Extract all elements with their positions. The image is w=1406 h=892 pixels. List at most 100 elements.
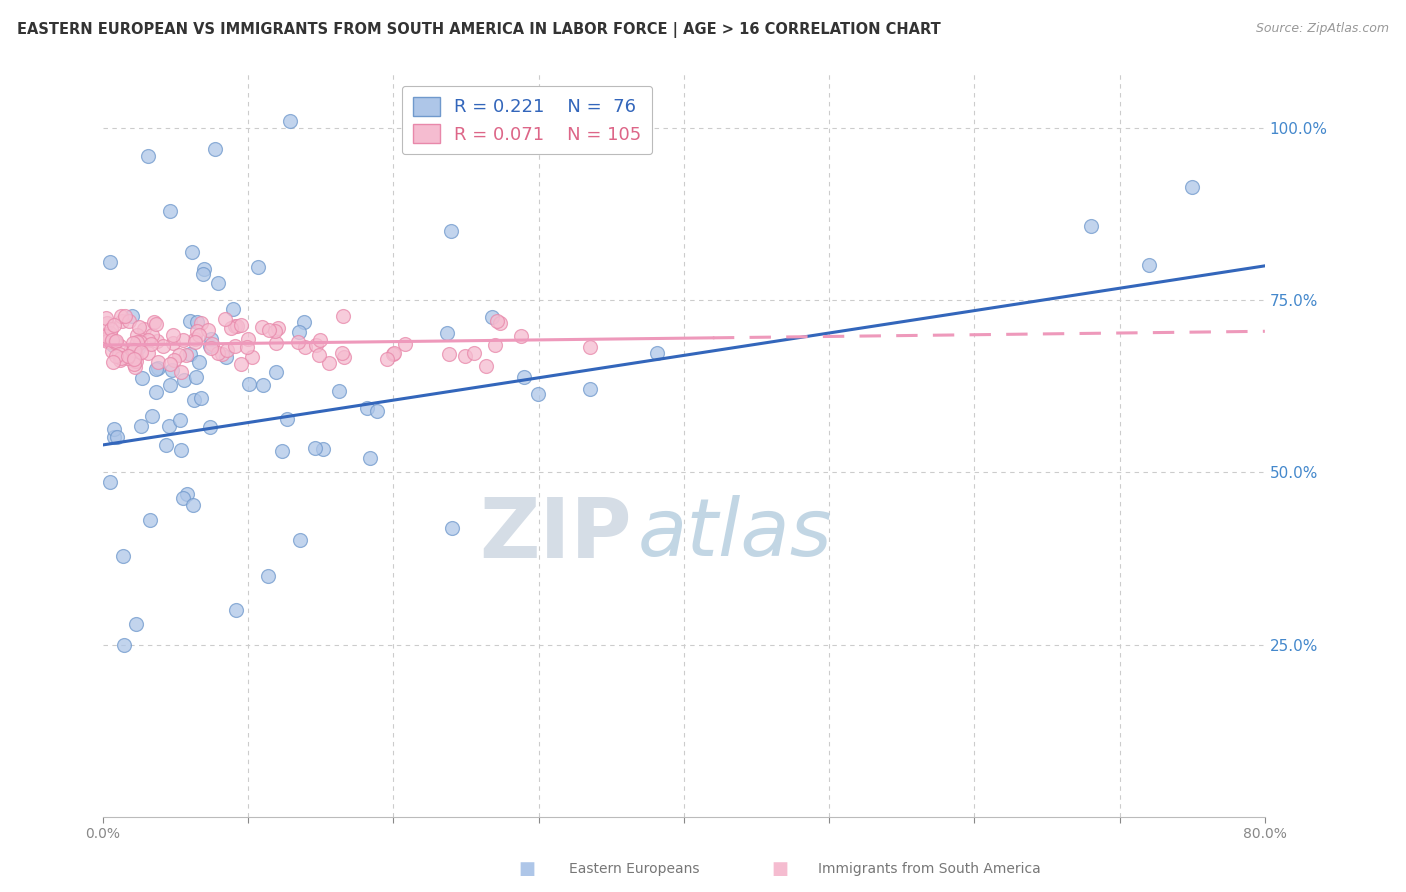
Point [375, 351, 398, 366]
Point [186, 315, 208, 329]
Point [105, 430, 128, 444]
Point [224, 338, 246, 352]
Point [200, 339, 222, 353]
Point [257, 322, 280, 336]
Point [125, 617, 148, 632]
Point [437, 347, 460, 361]
Point [276, 411, 298, 425]
Point [318, 356, 340, 370]
Point [193, 261, 215, 276]
Point [257, 569, 280, 583]
Point [138, 513, 160, 527]
Point [1137, 258, 1160, 272]
Point [263, 324, 285, 338]
Point [110, 351, 132, 366]
Point [215, 350, 238, 364]
Point [145, 385, 167, 400]
Point [129, 419, 152, 434]
Point [481, 310, 503, 325]
Point [112, 638, 135, 652]
Point [294, 340, 316, 354]
Point [184, 335, 207, 350]
Point [127, 341, 149, 355]
Point [200, 332, 222, 346]
Point [110, 309, 132, 323]
Point [181, 498, 204, 512]
Point [163, 353, 186, 368]
Point [1181, 180, 1204, 194]
Point [148, 355, 170, 369]
Point [190, 391, 212, 405]
Point [124, 353, 146, 368]
Point [108, 339, 131, 353]
Point [124, 359, 146, 374]
Point [579, 340, 602, 354]
Point [167, 347, 190, 361]
Point [136, 148, 159, 162]
Point [436, 326, 458, 341]
Point [211, 347, 233, 361]
Point [309, 333, 332, 347]
Point [100, 333, 122, 347]
Point [288, 326, 311, 340]
Point [157, 418, 180, 433]
Point [308, 348, 330, 362]
Point [181, 245, 204, 260]
Point [125, 349, 148, 363]
Point [224, 319, 246, 334]
Point [201, 337, 224, 351]
Point [132, 322, 155, 336]
Point [155, 438, 177, 452]
Point [489, 316, 512, 330]
Point [1080, 219, 1102, 234]
Point [101, 344, 124, 359]
Point [221, 321, 243, 335]
Point [236, 332, 259, 346]
Point [222, 301, 245, 316]
Point [121, 336, 143, 351]
Point [146, 334, 169, 348]
Point [141, 409, 163, 423]
Point [128, 319, 150, 334]
Point [356, 401, 378, 416]
Point [294, 315, 316, 329]
Point [111, 314, 134, 328]
Point [287, 335, 309, 350]
Point [440, 520, 463, 534]
Point [122, 352, 145, 367]
Point [104, 335, 127, 350]
Point [266, 336, 288, 351]
Point [312, 442, 335, 457]
Point [332, 309, 354, 323]
Point [145, 362, 167, 376]
Point [124, 354, 146, 368]
Point [174, 348, 197, 362]
Point [108, 346, 131, 360]
Point [183, 393, 205, 408]
Point [229, 357, 252, 371]
Point [484, 338, 506, 352]
Point [186, 324, 208, 338]
Point [238, 377, 260, 392]
Point [94, 311, 117, 326]
Legend: R = 0.221    N =  76, R = 0.071    N = 105: R = 0.221 N = 76, R = 0.071 N = 105 [402, 86, 652, 154]
Point [304, 338, 326, 352]
Point [288, 533, 311, 548]
Point [159, 377, 181, 392]
Point [236, 340, 259, 354]
Point [129, 345, 152, 359]
Point [141, 327, 163, 342]
Point [204, 142, 226, 156]
Point [645, 346, 668, 360]
Point [121, 309, 143, 323]
Point [101, 355, 124, 369]
Point [475, 359, 498, 374]
Point [252, 320, 274, 334]
Point [214, 312, 236, 326]
Point [366, 404, 388, 418]
Point [96, 316, 118, 330]
Point [266, 321, 288, 335]
Point [197, 323, 219, 337]
Point [252, 378, 274, 392]
Point [271, 444, 294, 458]
